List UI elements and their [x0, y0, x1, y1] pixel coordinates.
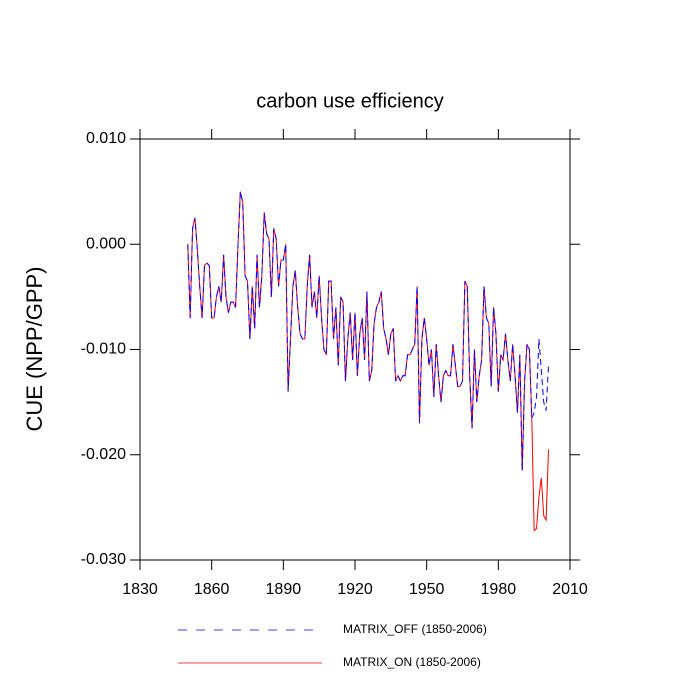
- y-tick-label: -0.010: [81, 341, 126, 358]
- data-line: [187, 191, 549, 532]
- legend-label: MATRIX_ON (1850-2006): [343, 655, 481, 669]
- y-tick-label: 0.010: [86, 130, 126, 147]
- x-tick-label: 1860: [194, 581, 230, 598]
- x-tick-label: 2010: [552, 581, 588, 598]
- y-axis-label: CUE (NPP/GPP): [22, 266, 47, 431]
- x-tick-label: 1890: [266, 581, 302, 598]
- x-tick-label: 1950: [409, 581, 445, 598]
- y-tick-label: -0.030: [81, 551, 126, 568]
- x-tick-label: 1830: [122, 581, 158, 598]
- x-tick-label: 1920: [337, 581, 373, 598]
- plot-frame: [139, 138, 571, 561]
- y-tick-label: -0.020: [81, 446, 126, 463]
- legend-label: MATRIX_OFF (1850-2006): [343, 622, 487, 636]
- data-line: [187, 191, 549, 471]
- x-tick-label: 1980: [481, 581, 517, 598]
- y-tick-label: 0.000: [86, 235, 126, 252]
- chart-title: carbon use efficiency: [256, 90, 444, 112]
